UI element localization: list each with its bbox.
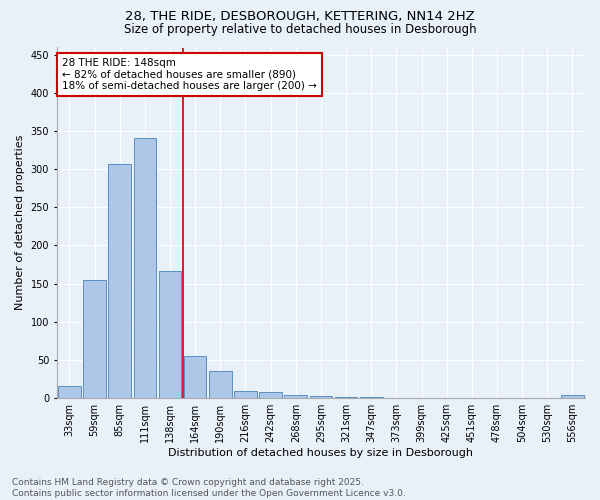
Bar <box>561 396 584 398</box>
Y-axis label: Number of detached properties: Number of detached properties <box>15 135 25 310</box>
Bar <box>158 270 181 398</box>
Bar <box>284 394 307 398</box>
Bar <box>58 386 81 398</box>
Bar <box>134 138 156 398</box>
X-axis label: Distribution of detached houses by size in Desborough: Distribution of detached houses by size … <box>169 448 473 458</box>
Text: 28, THE RIDE, DESBOROUGH, KETTERING, NN14 2HZ: 28, THE RIDE, DESBOROUGH, KETTERING, NN1… <box>125 10 475 23</box>
Bar <box>234 391 257 398</box>
Text: Contains HM Land Registry data © Crown copyright and database right 2025.
Contai: Contains HM Land Registry data © Crown c… <box>12 478 406 498</box>
Bar <box>184 356 206 398</box>
Bar <box>259 392 282 398</box>
Bar <box>360 397 383 398</box>
Text: 28 THE RIDE: 148sqm
← 82% of detached houses are smaller (890)
18% of semi-detac: 28 THE RIDE: 148sqm ← 82% of detached ho… <box>62 58 317 91</box>
Bar <box>109 164 131 398</box>
Bar <box>335 397 358 398</box>
Bar <box>310 396 332 398</box>
Bar <box>83 280 106 398</box>
Text: Size of property relative to detached houses in Desborough: Size of property relative to detached ho… <box>124 22 476 36</box>
Bar <box>209 371 232 398</box>
